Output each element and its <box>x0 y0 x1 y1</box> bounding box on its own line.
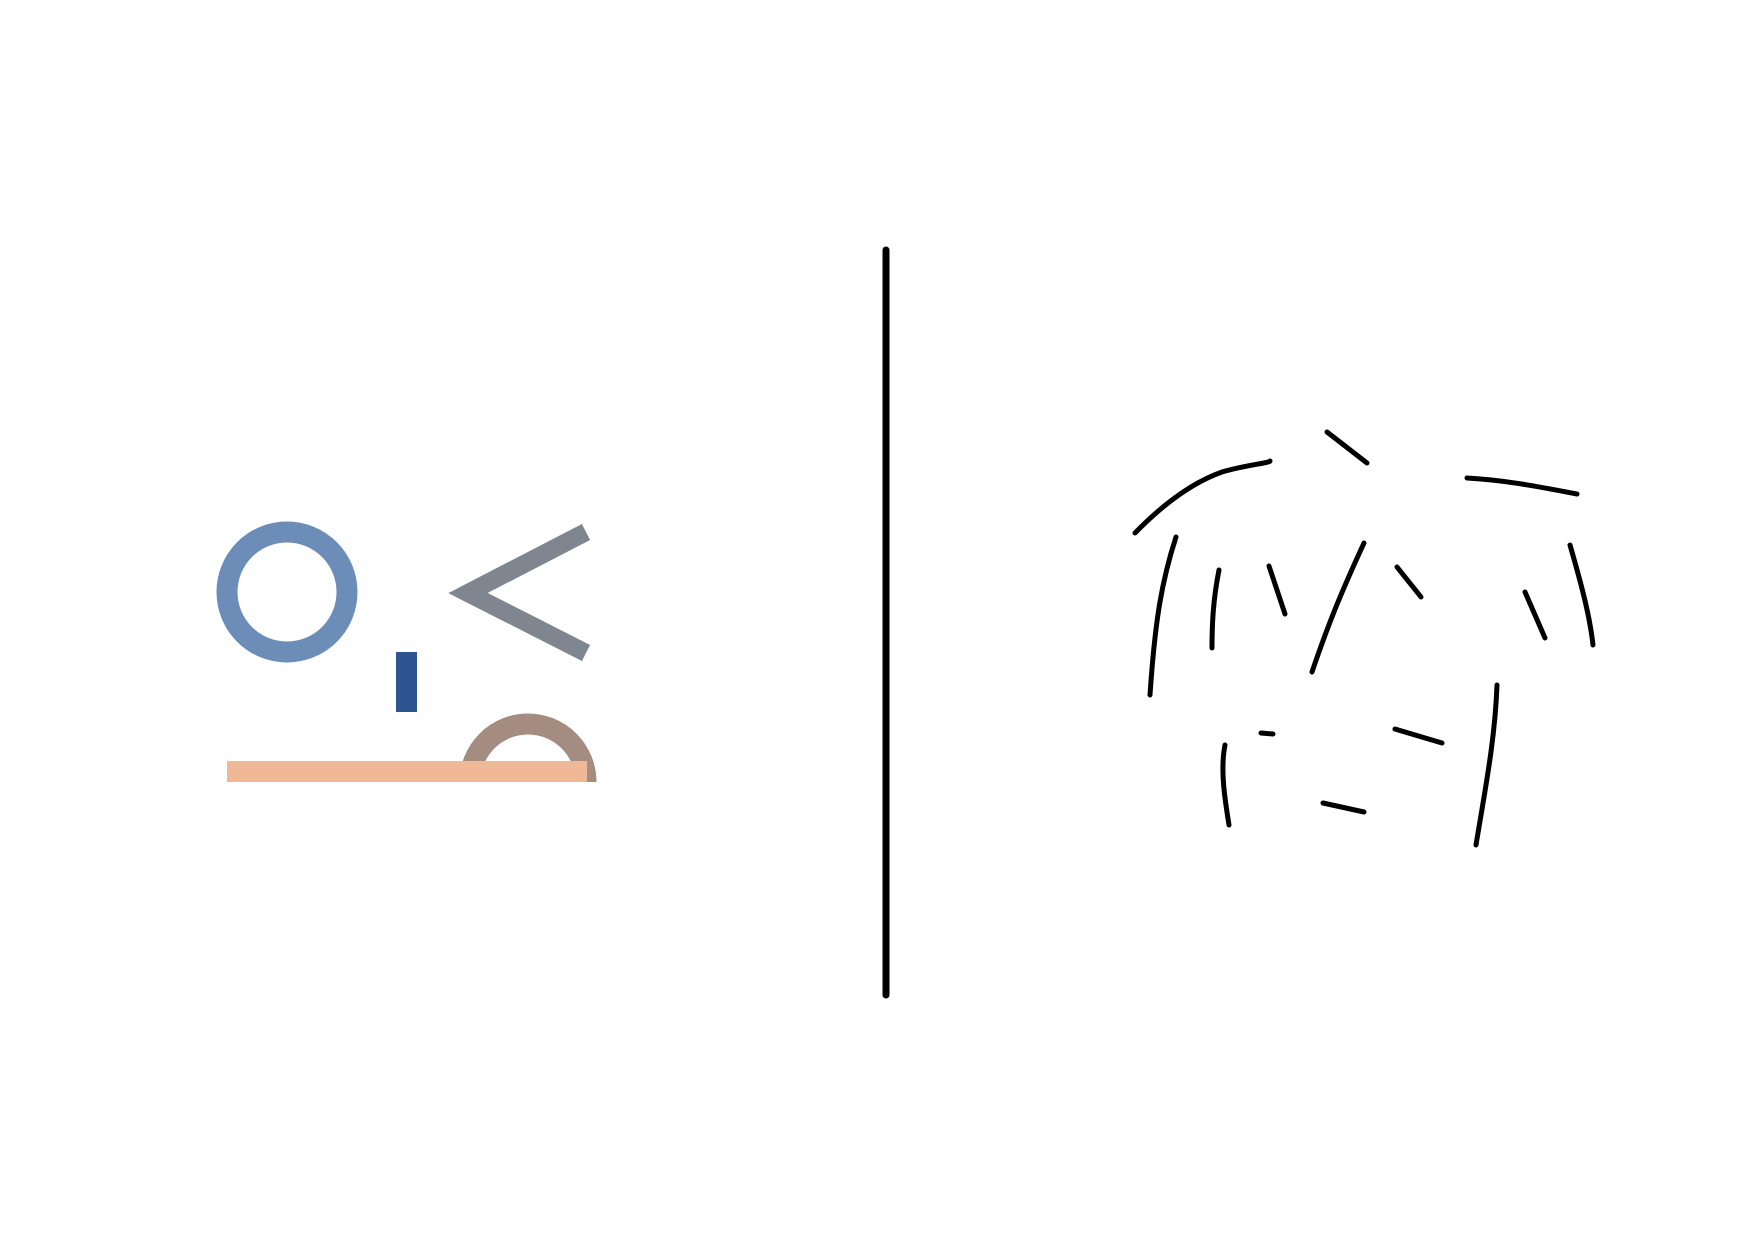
sketch-stroke <box>1392 726 1445 746</box>
left-composition <box>216 521 597 783</box>
sketch-stroke <box>1324 429 1370 466</box>
sketch-stroke <box>1394 564 1424 600</box>
angle-bracket-shape <box>448 524 591 662</box>
sketch-stroke <box>1309 540 1367 675</box>
small-bar-shape <box>396 652 417 712</box>
right-sketch <box>1132 429 1596 848</box>
sketch-stroke <box>1473 682 1500 848</box>
sketch-stroke <box>1147 534 1179 698</box>
sketch-stroke <box>1258 730 1276 737</box>
half-ring-shape <box>459 713 597 783</box>
sketch-stroke <box>1209 567 1222 651</box>
sketch-stroke <box>1132 458 1273 536</box>
base-bar-shape <box>227 761 587 782</box>
ring-shape <box>216 521 358 663</box>
sketch-stroke <box>1266 563 1288 617</box>
sketch-stroke <box>1464 475 1580 497</box>
sketch-stroke <box>1522 589 1548 641</box>
sketch-stroke <box>1220 742 1232 828</box>
sketch-stroke <box>1567 542 1596 648</box>
sketch-stroke <box>1320 800 1367 815</box>
